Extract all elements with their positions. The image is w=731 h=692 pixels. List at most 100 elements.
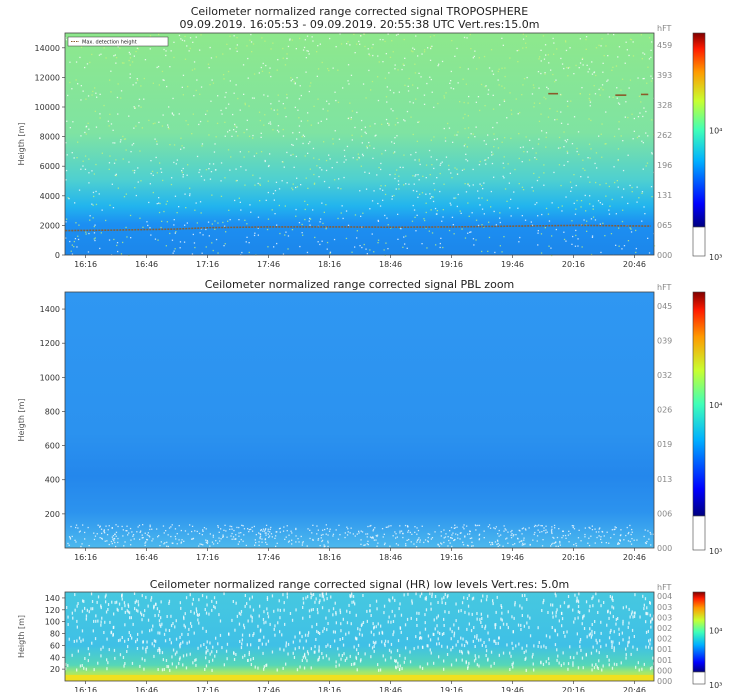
speckle [174,625,176,629]
speckle [601,668,603,672]
speckle [595,592,597,596]
speckle [469,231,471,233]
speckle [170,624,173,628]
speckle [419,636,421,639]
speckle [521,646,523,650]
speckle [252,137,254,139]
speckle [380,168,382,171]
speckle [365,97,367,99]
speckle [168,106,170,108]
speckle [537,244,539,246]
speckle [451,216,454,218]
speckle [257,216,260,218]
speckle [161,125,164,127]
speckle [601,123,603,125]
speckle [160,600,162,604]
speckle [305,71,307,73]
speckle [286,592,288,596]
speckle [441,644,443,648]
y-tick-label: 8000 [40,133,60,142]
speckle [456,205,458,208]
speckle [319,243,321,246]
speckle [353,662,355,666]
speckle [467,182,469,185]
speckle [153,654,155,658]
speckle [284,205,286,207]
speckle [471,612,473,616]
speckle [542,662,545,666]
speckle [582,167,584,170]
speckle [303,46,306,49]
speckle [412,133,414,136]
speckle [284,107,286,109]
speckle [318,655,320,659]
speckle [462,541,464,543]
speckle [523,624,525,628]
speckle [425,193,427,195]
speckle [451,537,453,539]
speckle [431,537,434,539]
speckle [622,209,624,211]
speckle [162,114,164,116]
speckle [494,251,496,254]
speckle [413,647,415,651]
speckle [498,535,500,537]
speckle [355,613,357,617]
speckle [270,103,272,105]
speckle [211,242,213,244]
speckle [134,107,136,109]
speckle [109,113,111,115]
speckle [429,638,432,642]
speckle [632,615,634,619]
speckle [387,224,389,226]
speckle [258,646,260,650]
speckle [310,647,312,651]
speckle [449,82,451,84]
speckle [499,217,501,219]
speckle [211,650,213,654]
speckle [584,169,586,171]
speckle [108,543,110,546]
legend: Max. detection height [67,36,169,47]
right-tick-label: 459 [657,41,672,50]
speckle [500,534,502,536]
speckle [217,542,219,544]
speckle [376,534,379,536]
speckle [573,174,575,176]
speckle [533,525,536,528]
speckle [496,543,498,545]
speckle [451,40,453,42]
speckle [320,537,322,539]
speckle [111,183,113,185]
speckle [127,645,129,649]
speckle [335,612,337,616]
speckle [133,538,135,540]
speckle [651,646,653,650]
speckle [462,544,465,546]
y-tick-label: 80 [50,630,60,639]
speckle [472,596,475,600]
speckle [259,119,261,122]
speckle [181,86,183,88]
speckle [165,54,167,57]
speckle [577,610,579,614]
speckle [621,631,623,635]
speckle [252,174,254,176]
speckle [339,608,341,612]
speckle [365,188,368,190]
speckle [108,168,110,170]
speckle [140,530,142,532]
x-tick-label: 18:16 [318,553,341,562]
speckle [368,643,371,647]
speckle [360,543,362,545]
speckle [457,193,459,196]
speckle [522,84,524,86]
speckle [261,538,263,540]
speckle [303,135,306,138]
speckle [600,631,602,635]
speckle [390,650,392,654]
speckle [267,246,269,248]
speckle [393,630,395,634]
speckle [641,220,643,222]
speckle [416,140,418,142]
